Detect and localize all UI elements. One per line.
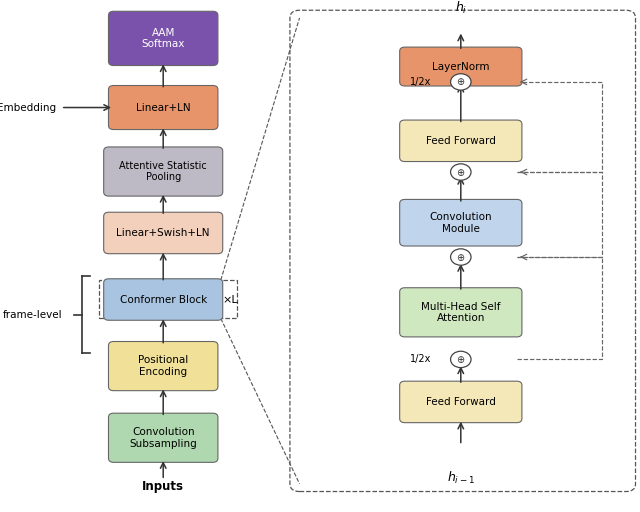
Text: Convolution
Subsampling: Convolution Subsampling <box>129 427 197 449</box>
FancyBboxPatch shape <box>108 413 218 462</box>
Circle shape <box>451 351 471 368</box>
FancyBboxPatch shape <box>399 120 522 162</box>
FancyBboxPatch shape <box>399 381 522 423</box>
Text: 1/2x: 1/2x <box>410 77 431 87</box>
Text: 1/2x: 1/2x <box>410 354 431 365</box>
Circle shape <box>451 164 471 180</box>
FancyBboxPatch shape <box>399 200 522 246</box>
Text: frame-level: frame-level <box>3 310 63 320</box>
Circle shape <box>451 249 471 265</box>
FancyBboxPatch shape <box>104 212 223 253</box>
Circle shape <box>451 74 471 90</box>
Text: Feed Forward: Feed Forward <box>426 136 496 146</box>
FancyBboxPatch shape <box>104 279 223 321</box>
FancyBboxPatch shape <box>399 47 522 86</box>
Text: Embedding: Embedding <box>0 102 56 113</box>
Text: $\oplus$: $\oplus$ <box>456 251 465 263</box>
Text: Multi-Head Self
Attention: Multi-Head Self Attention <box>421 302 500 323</box>
Text: Linear+LN: Linear+LN <box>136 102 191 113</box>
FancyBboxPatch shape <box>108 86 218 130</box>
FancyBboxPatch shape <box>108 342 218 391</box>
Text: Conformer Block: Conformer Block <box>120 294 207 305</box>
Text: Convolution
Module: Convolution Module <box>429 212 492 233</box>
Text: $\oplus$: $\oplus$ <box>456 166 465 178</box>
FancyBboxPatch shape <box>104 147 223 196</box>
Text: Linear+Swish+LN: Linear+Swish+LN <box>116 228 210 238</box>
FancyBboxPatch shape <box>399 288 522 337</box>
Text: Feed Forward: Feed Forward <box>426 397 496 407</box>
Text: $\oplus$: $\oplus$ <box>456 354 465 365</box>
Text: $h_{i-1}$: $h_{i-1}$ <box>447 470 475 486</box>
Text: $\oplus$: $\oplus$ <box>456 76 465 88</box>
Text: LayerNorm: LayerNorm <box>432 61 490 72</box>
Text: Attentive Statistic
Pooling: Attentive Statistic Pooling <box>119 161 207 182</box>
Bar <box>99 280 237 318</box>
Text: AAM
Softmax: AAM Softmax <box>141 28 185 49</box>
Text: $h_i$: $h_i$ <box>454 1 467 16</box>
Text: Positional
Encoding: Positional Encoding <box>138 355 188 377</box>
FancyBboxPatch shape <box>108 11 218 66</box>
Text: Inputs: Inputs <box>142 480 184 493</box>
Text: ×L: ×L <box>222 294 237 305</box>
